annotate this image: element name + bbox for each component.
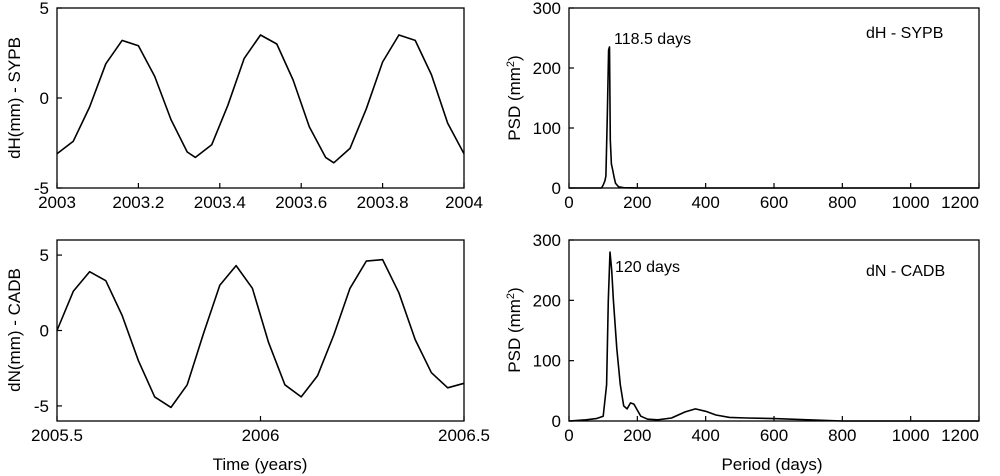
panel-dh-sypb-time-series: 2003 2003.2 2003.4 2003.6 2003.8 2004 -5 0 5 dH(… bbox=[5, 0, 483, 212]
x-tick-label: 400 bbox=[691, 426, 719, 445]
legend-label: dH - SYPB bbox=[866, 25, 943, 42]
y-tick-label: 0 bbox=[552, 179, 561, 198]
x-tick-label: 200 bbox=[623, 426, 651, 445]
x-tick-label: 600 bbox=[760, 193, 788, 212]
x-tick-label: 2003 bbox=[38, 193, 76, 212]
axis-ticks: 2005.5 2006 2006.5 -5 0 5 bbox=[31, 246, 490, 445]
y-tick-label: 100 bbox=[533, 352, 561, 371]
x-axis-label: Period (days) bbox=[721, 455, 822, 474]
x-tick-label: 1000 bbox=[892, 193, 930, 212]
peak-annotation: 118.5 days bbox=[614, 31, 691, 48]
x-tick-label: 200 bbox=[623, 193, 651, 212]
plot-frame bbox=[56, 239, 465, 422]
y-tick-label: 5 bbox=[40, 0, 49, 18]
y-tick-label: 200 bbox=[533, 291, 561, 310]
series-line bbox=[56, 258, 465, 409]
x-tick-label: 0 bbox=[564, 426, 573, 445]
y-tick-label: 200 bbox=[533, 59, 561, 78]
x-tick-label: 600 bbox=[760, 426, 788, 445]
y-tick-label: 0 bbox=[552, 412, 561, 431]
series-line bbox=[56, 34, 465, 164]
x-tick-label: 2003.2 bbox=[112, 193, 164, 212]
x-tick-label: 1000 bbox=[892, 426, 930, 445]
y-tick-label: -5 bbox=[34, 397, 49, 416]
x-tick-label: 800 bbox=[828, 426, 856, 445]
axis-ticks: 0 200 400 600 800 1000 1200 0 100 200 300 bbox=[533, 231, 980, 445]
x-tick-label: 2006 bbox=[242, 426, 280, 445]
panel-dh-sypb-psd: 0 200 400 600 800 1000 1200 0 100 200 300 PSD (mm2… bbox=[505, 0, 980, 212]
x-tick-label: 400 bbox=[691, 193, 719, 212]
y-axis-label: PSD (mm2) bbox=[505, 287, 524, 372]
y-tick-label: 0 bbox=[40, 89, 49, 108]
x-axis-label: Time (years) bbox=[213, 455, 308, 474]
x-tick-label: 2003.6 bbox=[275, 193, 327, 212]
x-tick-label: 0 bbox=[564, 193, 573, 212]
axis-ticks: 0 200 400 600 800 1000 1200 0 100 200 300 bbox=[533, 0, 980, 212]
axis-ticks: 2003 2003.2 2003.4 2003.6 2003.8 2004 -5 0 5 bbox=[34, 0, 483, 212]
x-tick-label: 2005.5 bbox=[31, 426, 83, 445]
y-axis-label: PSD (mm2) bbox=[505, 55, 524, 140]
y-tick-label: 100 bbox=[533, 119, 561, 138]
y-tick-label: 5 bbox=[40, 246, 49, 265]
x-tick-label: 2003.4 bbox=[194, 193, 246, 212]
y-tick-label: 300 bbox=[533, 0, 561, 18]
x-tick-label: 1200 bbox=[941, 426, 979, 445]
x-tick-label: 2004 bbox=[445, 193, 483, 212]
series-line bbox=[568, 251, 979, 422]
y-axis-label: dH(mm) - SYPB bbox=[5, 37, 24, 159]
x-tick-label: 2003.8 bbox=[357, 193, 409, 212]
peak-annotation: 120 days bbox=[615, 259, 680, 276]
x-tick-label: 800 bbox=[828, 193, 856, 212]
panel-dn-cadb-time-series: 2005.5 2006 2006.5 -5 0 5 dN(mm) - CADB Time … bbox=[5, 239, 490, 474]
x-tick-label: 2006.5 bbox=[438, 426, 490, 445]
y-tick-label: 0 bbox=[40, 322, 49, 341]
panel-dn-cadb-psd: 0 200 400 600 800 1000 1200 0 100 200 300 PSD (mm2… bbox=[505, 231, 980, 474]
series-line bbox=[569, 46, 979, 189]
legend-label: dN - CADB bbox=[866, 263, 945, 280]
y-axis-label: dN(mm) - CADB bbox=[5, 268, 24, 392]
y-tick-label: 300 bbox=[533, 231, 561, 250]
y-tick-label: -5 bbox=[34, 179, 49, 198]
x-tick-label: 1200 bbox=[941, 193, 979, 212]
